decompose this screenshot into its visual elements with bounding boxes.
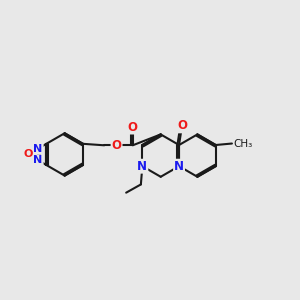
Text: N: N [34, 155, 43, 165]
Text: O: O [128, 121, 138, 134]
Text: N: N [34, 144, 43, 154]
Text: CH₃: CH₃ [233, 139, 252, 148]
Text: O: O [112, 139, 122, 152]
Text: O: O [23, 149, 33, 159]
Text: N: N [174, 160, 184, 173]
Text: O: O [177, 119, 187, 132]
Text: N: N [137, 160, 147, 173]
